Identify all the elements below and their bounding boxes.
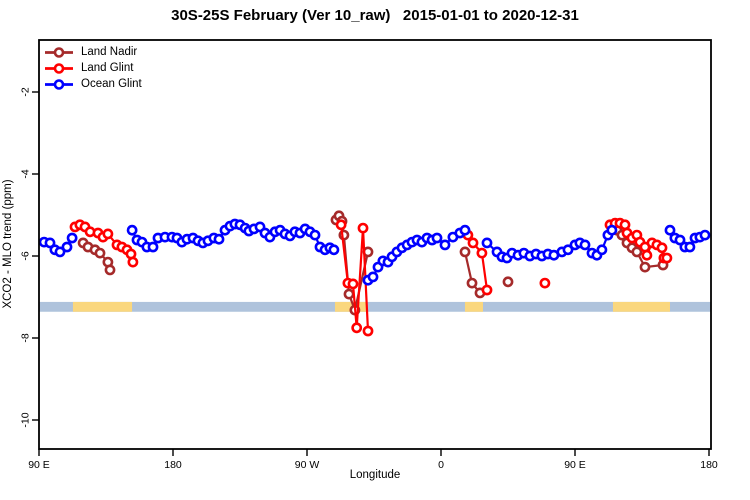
land-ocean-band	[39, 301, 711, 312]
data-point	[619, 219, 631, 231]
data-point	[439, 239, 451, 251]
legend-swatch-ocean-glint-icon	[45, 78, 73, 90]
legend-item-land-glint: Land Glint	[44, 60, 142, 76]
data-point	[147, 241, 159, 253]
data-point	[357, 222, 369, 234]
data-point	[328, 244, 340, 256]
legend-label: Land Nadir	[81, 46, 138, 58]
y-axis-ticks: -2 -4 -6 -8 -10	[20, 87, 39, 428]
x-tick-label: 0	[438, 459, 444, 471]
data-point	[44, 237, 56, 249]
land-segment	[612, 301, 670, 312]
data-point	[66, 232, 78, 244]
x-tick-label: 180	[700, 459, 718, 471]
land-segment	[464, 301, 483, 312]
data-point	[459, 224, 471, 236]
data-point	[343, 288, 355, 300]
data-point	[641, 249, 653, 261]
y-tick-label: -2	[20, 87, 32, 96]
legend-label: Ocean Glint	[81, 78, 142, 90]
legend-swatch-land-glint-icon	[45, 62, 73, 74]
legend: Land Nadir Land Glint Ocean Glint	[44, 44, 142, 92]
series-land-nadir	[77, 210, 669, 316]
data-point	[213, 233, 225, 245]
data-point	[539, 277, 551, 289]
data-point	[351, 322, 363, 334]
data-point	[104, 264, 116, 276]
legend-label: Land Glint	[81, 62, 134, 74]
x-axis-title: Longitude	[349, 469, 401, 481]
y-tick-label: -4	[20, 169, 32, 178]
data-point	[699, 229, 711, 241]
y-axis-title: XCO2 - MLO trend (ppm)	[2, 179, 14, 309]
y-tick-label: -6	[20, 251, 32, 260]
x-axis-ticks: 90 E 180 90 W 0 90 E 180	[28, 449, 718, 471]
data-point	[639, 261, 651, 273]
data-point	[335, 219, 347, 231]
data-point	[476, 247, 488, 259]
x-tick-label: 90 W	[295, 459, 320, 471]
data-point	[466, 277, 478, 289]
data-point	[459, 246, 471, 258]
data-point	[596, 244, 608, 256]
data-point	[347, 278, 359, 290]
chart-title: 30S-25S February (Ver 10_raw) 2015-01-01…	[171, 7, 579, 24]
y-tick-label: -10	[20, 412, 32, 427]
data-point	[102, 228, 114, 240]
legend-swatch-land-nadir-icon	[45, 46, 73, 58]
y-tick-label: -8	[20, 333, 32, 342]
x-tick-label: 90 E	[28, 459, 50, 471]
data-point	[656, 242, 668, 254]
data-point	[661, 252, 673, 264]
data-point	[502, 276, 514, 288]
data-point	[126, 224, 138, 236]
data-point	[606, 224, 618, 236]
data-point	[309, 229, 321, 241]
data-point	[631, 246, 643, 258]
x-tick-label: 90 E	[564, 459, 586, 471]
legend-item-land-nadir: Land Nadir	[44, 44, 142, 60]
land-segment	[72, 301, 133, 312]
data-point	[467, 237, 479, 249]
data-point	[61, 241, 73, 253]
data-point	[481, 284, 493, 296]
x-tick-label: 180	[164, 459, 182, 471]
data-point	[664, 224, 676, 236]
data-point	[674, 234, 686, 246]
legend-item-ocean-glint: Ocean Glint	[44, 76, 142, 92]
data-point	[362, 325, 374, 337]
series-ocean-glint	[38, 218, 711, 286]
data-point	[562, 244, 574, 256]
data-point	[431, 232, 443, 244]
series-land-glint	[69, 217, 673, 337]
data-point	[54, 246, 66, 258]
data-point	[481, 237, 493, 249]
data-point	[127, 256, 139, 268]
data-point	[684, 241, 696, 253]
data-point	[579, 239, 591, 251]
plot-frame	[38, 39, 712, 450]
data-point	[94, 247, 106, 259]
data-point	[367, 271, 379, 283]
